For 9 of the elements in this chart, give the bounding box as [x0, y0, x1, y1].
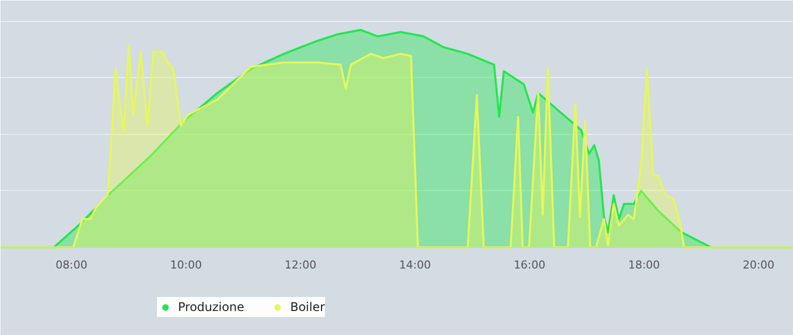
x-tick-label: 08:00	[56, 258, 88, 272]
x-tick-label: 20:00	[742, 258, 774, 272]
x-tick-label: 12:00	[284, 258, 316, 272]
x-tick-label: 16:00	[514, 258, 546, 272]
legend-label: Boiler	[290, 300, 325, 314]
legend-label: Produzione	[178, 300, 244, 314]
x-tick-label: 18:00	[628, 258, 660, 272]
x-tick-label: 10:00	[170, 258, 202, 272]
x-tick-label: 14:00	[399, 258, 431, 272]
